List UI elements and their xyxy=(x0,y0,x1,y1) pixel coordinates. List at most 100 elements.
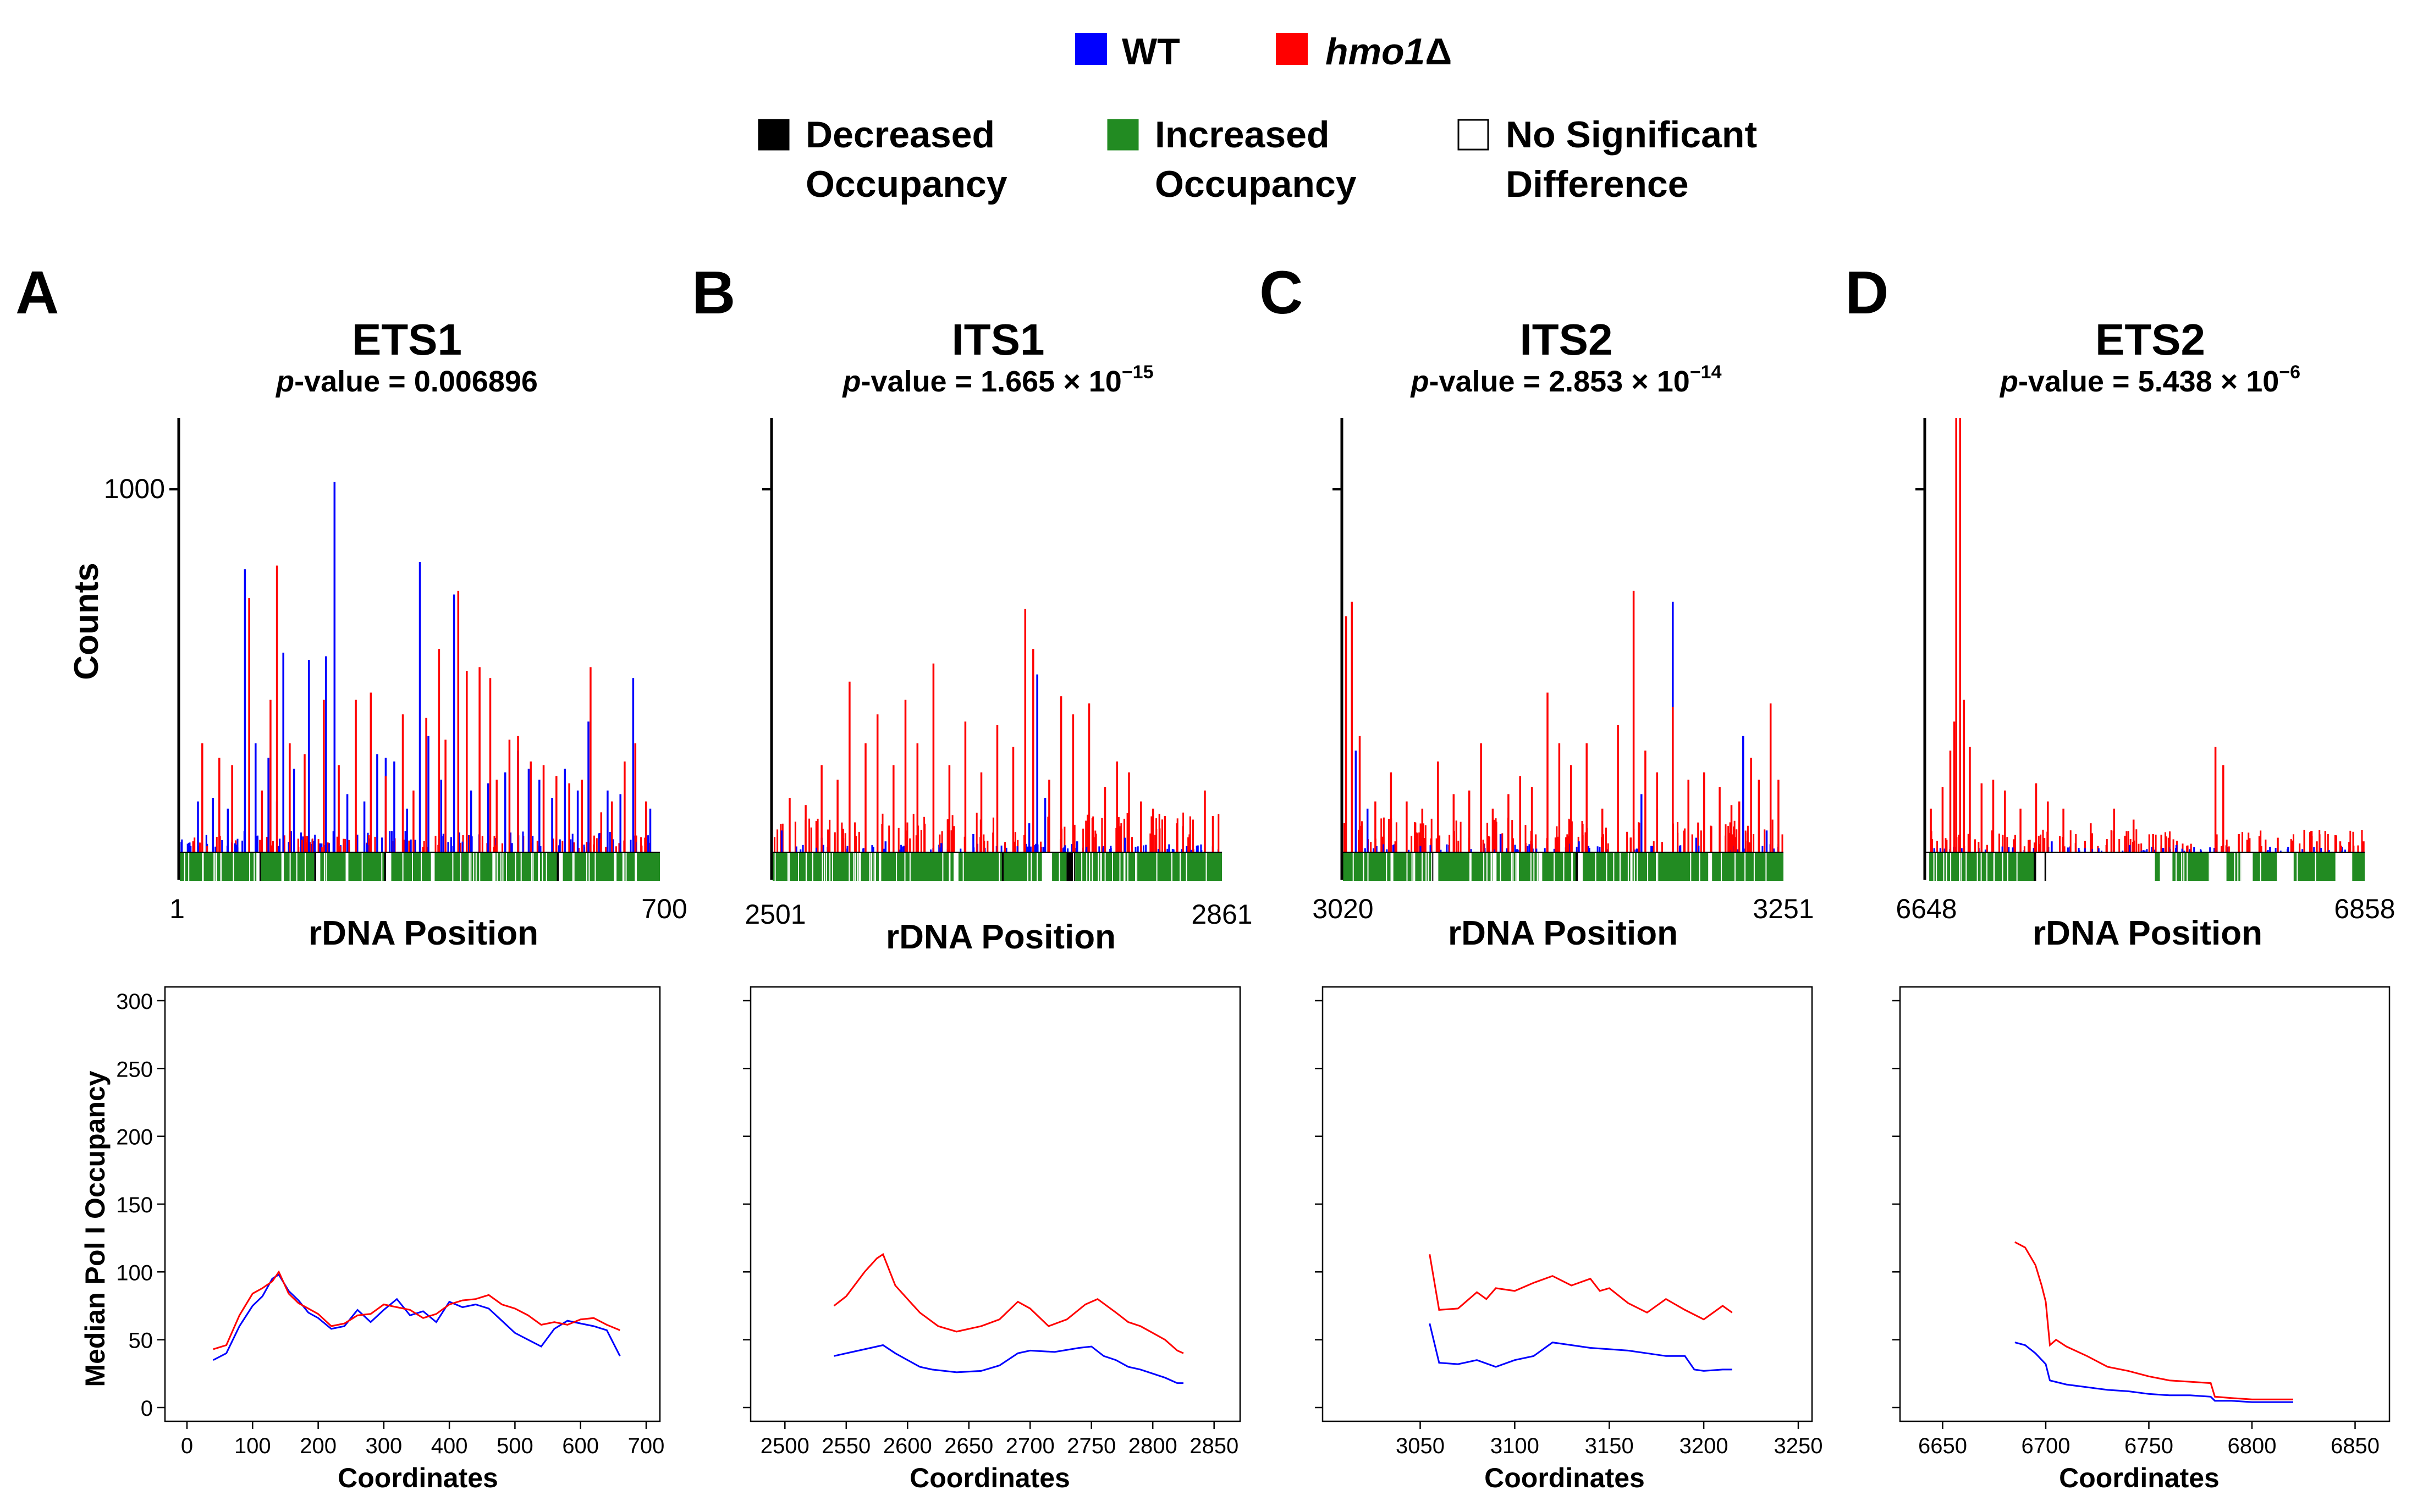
bottom-panel-a: 0 50 100 150 200 250 300 0 100 200 300 400 500 600 700 xyxy=(116,986,665,1458)
diff-segment-white xyxy=(614,852,616,881)
panel-headers: A B C D ETS1 ITS1 ITS2 ETS2 p-value = 0.… xyxy=(15,259,2300,398)
top-bars-b xyxy=(774,609,1220,852)
x-tick-label: 200 xyxy=(300,1434,337,1458)
diff-segment-white xyxy=(345,852,349,881)
legend-swatch-increased xyxy=(1107,119,1139,151)
top-bars-a xyxy=(180,482,652,852)
diff-segment-green xyxy=(261,852,282,881)
x-tick-label: 3050 xyxy=(1396,1434,1445,1458)
top-panel-a: 1000 Counts 1 700 rDNA Position xyxy=(68,418,687,952)
x-axis-label-top-c: rDNA Position xyxy=(1448,914,1678,952)
legend-item-hmo1: hmo1Δ xyxy=(1276,31,1452,73)
region-title-its1: ITS1 xyxy=(952,315,1045,364)
legend-item-increased: Increased Occupancy xyxy=(1107,114,1357,205)
y-tick-label-top-a: 1000 xyxy=(104,473,165,504)
x-tick-label: 3150 xyxy=(1585,1434,1634,1458)
y-tick-label: 200 xyxy=(116,1125,153,1150)
diff-segment-green xyxy=(1004,852,1043,881)
line-hmo1 xyxy=(213,1270,620,1350)
x-axis-label-bottom-c: Coordinates xyxy=(1484,1463,1645,1493)
diff-segment-green xyxy=(434,852,460,881)
diff-segment-black xyxy=(1431,852,1434,881)
diff-segment-green xyxy=(2251,852,2277,881)
legend-swatch-decreased xyxy=(758,119,790,151)
diff-segment-white xyxy=(879,852,882,881)
diff-segment-white xyxy=(316,852,321,881)
diff-segment-green xyxy=(881,852,954,881)
diff-segment-black xyxy=(1576,852,1578,881)
legend-label-increased-1: Increased xyxy=(1155,114,1330,156)
legend-item-decreased: Decreased Occupancy xyxy=(758,114,1007,205)
diff-strip-b xyxy=(772,852,1222,881)
x-tick-label: 2600 xyxy=(883,1434,932,1458)
y-tick-label: 50 xyxy=(129,1329,153,1353)
diff-segment-green xyxy=(461,852,493,881)
diff-segment-green xyxy=(1542,852,1576,881)
x-tick-end-top-c: 3251 xyxy=(1753,893,1814,924)
x-tick-label: 700 xyxy=(628,1434,665,1458)
diff-segment-black xyxy=(1001,852,1004,881)
line-hmo1 xyxy=(1429,1254,1733,1321)
diff-segment-green xyxy=(180,852,257,881)
diff-segment-white xyxy=(281,852,284,881)
x-tick-start-top-a: 1 xyxy=(169,893,185,924)
diff-segment-white xyxy=(2210,852,2225,881)
y-tick-label: 150 xyxy=(116,1193,153,1217)
x-tick-label: 6700 xyxy=(2022,1434,2070,1458)
y-axis-label-top: Counts xyxy=(68,562,106,680)
bottom-panel-c: 3050 3100 3150 3200 3250 xyxy=(1315,986,1823,1458)
legend-label-increased-2: Occupancy xyxy=(1155,163,1357,205)
legend-label-no-difference-2: Difference xyxy=(1506,163,1689,205)
x-tick-end-top-a: 700 xyxy=(641,893,687,924)
diff-segment-white xyxy=(1433,852,1436,881)
x-tick-label: 6800 xyxy=(2228,1434,2277,1458)
x-tick-label: 3250 xyxy=(1774,1434,1823,1458)
legend-label-wt: WT xyxy=(1122,31,1180,73)
diff-segment-white xyxy=(2036,852,2045,881)
diff-segment-black xyxy=(314,852,316,881)
bottom-panel-d: 6650 6700 6750 6800 6850 xyxy=(1892,986,2391,1458)
plot-frame xyxy=(1899,986,2391,1422)
y-tick-label: 100 xyxy=(116,1261,153,1285)
pvalue-its2: p-value = 2.853 × 10−14 xyxy=(1409,362,1721,398)
plot-frame xyxy=(1321,986,1813,1422)
x-tick-label: 6750 xyxy=(2124,1434,2173,1458)
x-tick-end-top-d: 6858 xyxy=(2334,893,2395,924)
y-tick-label: 300 xyxy=(116,990,153,1014)
pvalue-ets2: p-value = 5.438 × 10−6 xyxy=(1999,362,2300,398)
diff-segment-green xyxy=(1632,852,1709,881)
diff-segment-white xyxy=(559,852,563,881)
x-tick-label: 2850 xyxy=(1190,1434,1238,1458)
diff-strip-a xyxy=(179,852,660,881)
diff-segment-green xyxy=(283,852,315,881)
x-tick-start-top-d: 6648 xyxy=(1896,893,1957,924)
x-tick-label: 2500 xyxy=(761,1434,809,1458)
diff-segment-green xyxy=(2352,852,2365,881)
x-tick-label: 600 xyxy=(562,1434,599,1458)
diff-segment-white xyxy=(2241,852,2252,881)
legend-label-decreased-2: Occupancy xyxy=(806,163,1007,205)
line-wt xyxy=(2014,1342,2293,1403)
x-axis-label-top-b: rDNA Position xyxy=(886,918,1116,956)
top-panel-b: 2501 2861 rDNA Position xyxy=(745,418,1253,956)
top-panel-d: 6648 6858 rDNA Position xyxy=(1896,418,2396,952)
panel-letter-a: A xyxy=(15,259,59,327)
panel-letter-d: D xyxy=(1845,259,1888,327)
diff-segment-green xyxy=(2155,852,2160,881)
pvalue-ets1: p-value = 0.006896 xyxy=(275,365,538,398)
diff-segment-green xyxy=(348,852,384,881)
diff-segment-black xyxy=(259,852,261,881)
y-axis-label-bottom: Median Pol I Occupancy xyxy=(80,1070,111,1387)
diff-segment-white xyxy=(1538,852,1543,881)
diff-segment-green xyxy=(1125,852,1222,881)
top-panel-c: 3020 3251 rDNA Position xyxy=(1312,418,1814,952)
x-tick-label: 300 xyxy=(366,1434,403,1458)
plot-frame xyxy=(164,986,661,1422)
diff-segment-white xyxy=(386,852,392,881)
legend-item-no-difference: No Significant Difference xyxy=(1457,114,1757,205)
x-tick-label: 2550 xyxy=(822,1434,871,1458)
pvalue-its1: p-value = 1.665 × 10−15 xyxy=(841,362,1153,398)
diff-segment-white xyxy=(954,852,959,881)
x-tick-label: 6650 xyxy=(1918,1434,1967,1458)
